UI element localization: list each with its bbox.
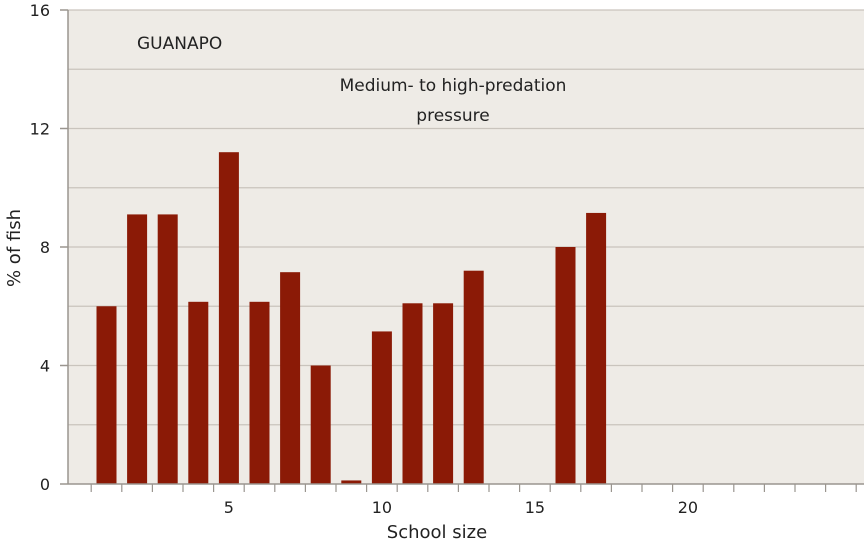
axes: [60, 9, 864, 492]
bar: [555, 247, 576, 484]
y-tick-label: 12: [30, 120, 50, 139]
bar: [433, 303, 454, 484]
bar: [463, 270, 484, 484]
bar: [157, 214, 178, 484]
bar: [218, 152, 239, 484]
bar-series: [96, 152, 607, 484]
bar: [341, 480, 362, 484]
x-tick-label: 20: [678, 498, 698, 517]
x-axis-title: School size: [387, 522, 487, 540]
bar: [280, 272, 301, 484]
bar: [127, 214, 148, 484]
x-tick-label: 10: [372, 498, 392, 517]
y-tick-label: 8: [40, 238, 50, 257]
y-tick-labels: 0 4 8 12 16: [30, 1, 50, 494]
predation-label-line1: Medium- to high-predation: [340, 76, 567, 96]
bar: [371, 331, 392, 484]
y-tick-label: 0: [40, 475, 50, 494]
y-tick-label: 16: [30, 1, 50, 20]
bar: [249, 301, 270, 484]
x-tick-label: 5: [224, 498, 234, 517]
x-tick-labels: 5 10 15 20: [224, 498, 698, 517]
bar: [310, 365, 331, 484]
bar: [402, 303, 423, 484]
site-label: GUANAPO: [137, 34, 222, 54]
bar: [586, 212, 607, 484]
bar: [96, 306, 117, 484]
predation-label-line2: pressure: [416, 106, 489, 126]
y-tick-label: 4: [40, 357, 50, 376]
y-axis-title: % of fish: [4, 209, 25, 287]
bar: [188, 301, 209, 484]
x-tick-label: 15: [525, 498, 545, 517]
